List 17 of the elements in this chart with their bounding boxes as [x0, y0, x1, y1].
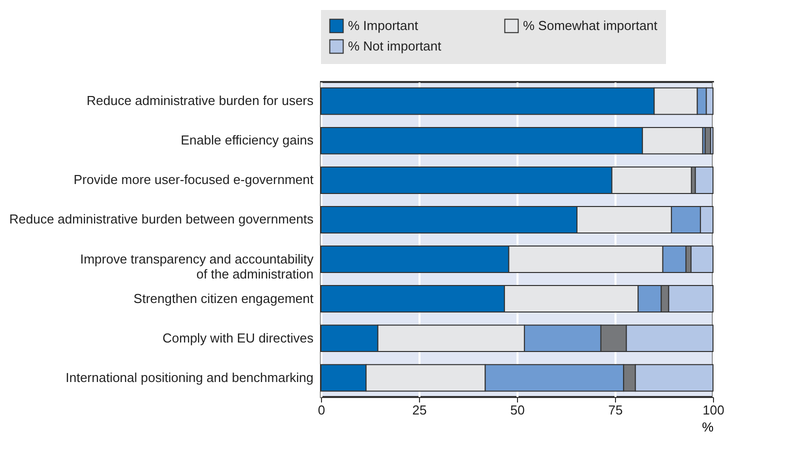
y-tick-label: Reduce administrative burden for users: [86, 93, 314, 108]
x-tick-label: 0: [318, 402, 326, 418]
y-tick-label: Strengthen citizen engagement: [134, 290, 314, 306]
x-axis-title: %: [702, 420, 714, 434]
y-tick-label: International positioning and benchmarking: [66, 370, 314, 385]
y-tick-label: Comply with EU directives: [162, 330, 314, 346]
x-tick-label: 25: [412, 402, 427, 418]
y-tick-label: Provide more user-focused e-government: [74, 172, 314, 188]
legend-label: % Important: [348, 18, 418, 33]
y-tick-label: Enable efficiency gains: [180, 132, 314, 148]
legend-label: % Somewhat important: [523, 18, 658, 33]
y-tick-label: Reduce administrative burden between governments: [9, 212, 314, 227]
x-tick-label: 75: [608, 402, 623, 418]
y-tick-label: Improve transparency and accountability of the administration: [80, 251, 314, 282]
x-tick-label: 50: [510, 402, 525, 418]
x-tick-label: 100: [702, 402, 724, 418]
legend-label: % Not important: [348, 38, 442, 54]
